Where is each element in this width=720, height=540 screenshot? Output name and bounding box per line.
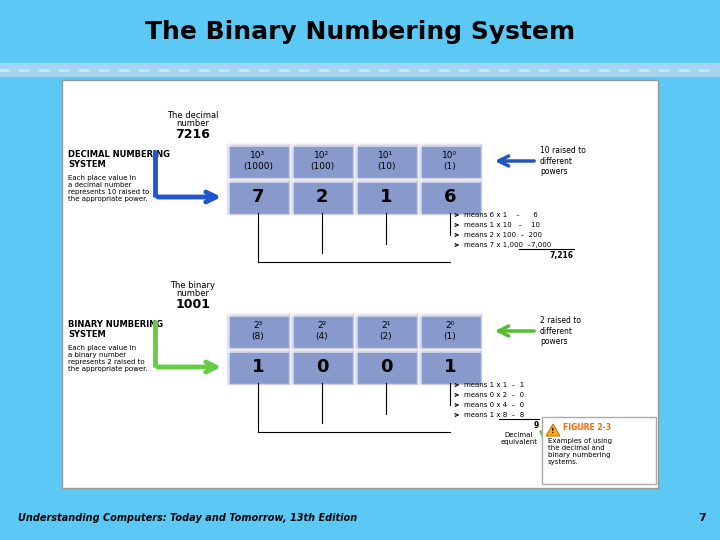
- Text: The decimal: The decimal: [167, 111, 219, 119]
- FancyBboxPatch shape: [291, 350, 353, 384]
- Text: 7216: 7216: [176, 127, 210, 140]
- FancyBboxPatch shape: [291, 144, 353, 178]
- FancyBboxPatch shape: [542, 417, 656, 484]
- Text: means 1 x 10   –    10: means 1 x 10 – 10: [464, 222, 540, 228]
- FancyBboxPatch shape: [294, 353, 354, 385]
- Text: Each place value in
a binary number
represents 2 raised to
the appropriate power: Each place value in a binary number repr…: [68, 345, 148, 372]
- Text: number: number: [176, 118, 210, 127]
- Text: Examples of using
the decimal and
binary numbering
systems.: Examples of using the decimal and binary…: [548, 438, 612, 465]
- Text: FIGURE 2-3: FIGURE 2-3: [563, 422, 611, 431]
- FancyBboxPatch shape: [62, 80, 658, 488]
- Text: 0: 0: [316, 358, 328, 376]
- Text: 1: 1: [379, 188, 392, 206]
- Text: 6: 6: [444, 188, 456, 206]
- FancyBboxPatch shape: [419, 144, 481, 178]
- Text: Understanding Computers: Today and Tomorrow, 13th Edition: Understanding Computers: Today and Tomor…: [18, 513, 357, 523]
- Text: The Binary Numbering System: The Binary Numbering System: [145, 20, 575, 44]
- Text: 7: 7: [252, 188, 264, 206]
- FancyBboxPatch shape: [355, 314, 417, 348]
- Text: DECIMAL NUMBERING
SYSTEM: DECIMAL NUMBERING SYSTEM: [68, 150, 170, 170]
- Text: 2¹
(2): 2¹ (2): [379, 321, 392, 341]
- FancyBboxPatch shape: [294, 317, 354, 349]
- Text: 10¹
(10): 10¹ (10): [377, 151, 395, 171]
- Text: means 0 x 4  –  0: means 0 x 4 – 0: [464, 402, 524, 408]
- FancyBboxPatch shape: [422, 317, 482, 349]
- FancyBboxPatch shape: [0, 63, 720, 77]
- FancyBboxPatch shape: [230, 183, 290, 215]
- FancyBboxPatch shape: [355, 144, 417, 178]
- FancyBboxPatch shape: [230, 147, 290, 179]
- Text: Each place value in
a decimal number
represents 10 raised to
the appropriate pow: Each place value in a decimal number rep…: [68, 175, 149, 202]
- Text: 2⁰
(1): 2⁰ (1): [444, 321, 456, 341]
- Text: 10²
(100): 10² (100): [310, 151, 334, 171]
- Text: 7: 7: [698, 513, 706, 523]
- Text: 9: 9: [534, 421, 539, 430]
- Text: !: !: [552, 428, 554, 434]
- FancyBboxPatch shape: [422, 183, 482, 215]
- FancyBboxPatch shape: [419, 350, 481, 384]
- FancyBboxPatch shape: [419, 180, 481, 214]
- Text: 2 raised to
different
powers: 2 raised to different powers: [540, 316, 581, 346]
- Text: BINARY NUMBERING
SYSTEM: BINARY NUMBERING SYSTEM: [68, 320, 163, 340]
- FancyBboxPatch shape: [358, 353, 418, 385]
- Text: 1: 1: [252, 358, 264, 376]
- FancyBboxPatch shape: [358, 183, 418, 215]
- Text: means 1 x 1  –  1: means 1 x 1 – 1: [464, 382, 524, 388]
- Text: The binary: The binary: [171, 280, 215, 289]
- Text: 1: 1: [444, 358, 456, 376]
- Text: means 6 x 1    –      6: means 6 x 1 – 6: [464, 212, 538, 218]
- Text: 10³
(1000): 10³ (1000): [243, 151, 273, 171]
- Text: 2²
(4): 2² (4): [315, 321, 328, 341]
- Text: 7,216: 7,216: [550, 251, 574, 260]
- Text: Decimal
equivalent: Decimal equivalent: [500, 432, 538, 445]
- FancyBboxPatch shape: [227, 314, 289, 348]
- FancyBboxPatch shape: [227, 144, 289, 178]
- FancyBboxPatch shape: [230, 317, 290, 349]
- Text: 0: 0: [379, 358, 392, 376]
- FancyBboxPatch shape: [422, 147, 482, 179]
- Text: 10⁰
(1): 10⁰ (1): [442, 151, 458, 171]
- FancyBboxPatch shape: [355, 350, 417, 384]
- Polygon shape: [546, 424, 560, 436]
- Text: means 2 x 100  –  200: means 2 x 100 – 200: [464, 232, 542, 238]
- FancyBboxPatch shape: [422, 353, 482, 385]
- Text: means 7 x 1,000  –7,000: means 7 x 1,000 –7,000: [464, 242, 552, 248]
- FancyBboxPatch shape: [294, 183, 354, 215]
- Text: number: number: [176, 288, 210, 298]
- Text: 10 raised to
different
powers: 10 raised to different powers: [540, 146, 586, 176]
- Text: 2³
(8): 2³ (8): [251, 321, 264, 341]
- FancyBboxPatch shape: [230, 353, 290, 385]
- FancyBboxPatch shape: [227, 180, 289, 214]
- Text: means 0 x 2  –  0: means 0 x 2 – 0: [464, 392, 524, 398]
- FancyBboxPatch shape: [355, 180, 417, 214]
- FancyBboxPatch shape: [358, 147, 418, 179]
- FancyBboxPatch shape: [227, 350, 289, 384]
- FancyBboxPatch shape: [419, 314, 481, 348]
- FancyBboxPatch shape: [291, 180, 353, 214]
- Text: means 1 x 8  –  8: means 1 x 8 – 8: [464, 412, 524, 418]
- Text: 1001: 1001: [176, 298, 210, 310]
- Text: 2: 2: [316, 188, 328, 206]
- FancyBboxPatch shape: [294, 147, 354, 179]
- FancyBboxPatch shape: [291, 314, 353, 348]
- FancyBboxPatch shape: [358, 317, 418, 349]
